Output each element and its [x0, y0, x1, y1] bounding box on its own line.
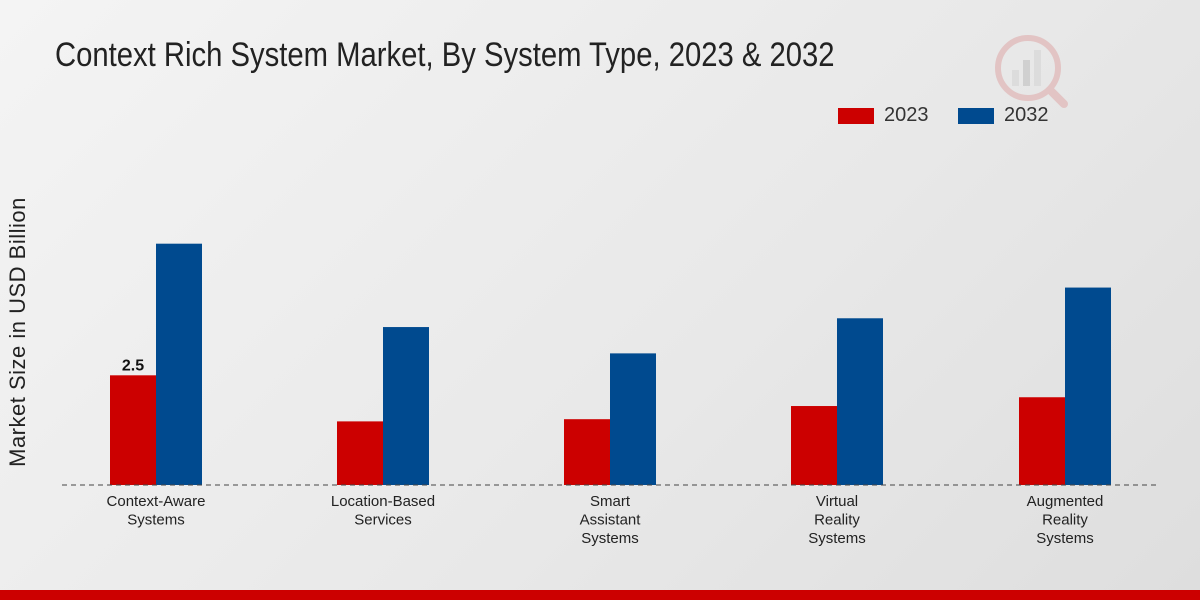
x-tick-label-4: Augmented Reality Systems [1027, 493, 1104, 547]
legend-swatch-2032 [958, 107, 994, 124]
legend-label-2032: 2032 [1004, 104, 1049, 126]
bar-2023-4[interactable] [1019, 397, 1065, 485]
x-tick-label-0: Context-Aware Systems [107, 493, 206, 529]
x-tick-label-1: Location-Based Services [331, 493, 435, 529]
chart-title: Context Rich System Market, By System Ty… [55, 36, 835, 74]
bar-2032-2[interactable] [610, 353, 656, 485]
legend-swatch-2023 [838, 107, 874, 124]
watermark-logo-icon [995, 35, 1068, 108]
bar-2032-4[interactable] [1065, 287, 1111, 485]
bar-2032-3[interactable] [837, 318, 883, 485]
bar-2023-2[interactable] [564, 419, 610, 485]
bar-2032-0[interactable] [156, 243, 202, 485]
legend-item-2032[interactable]: 2032 [958, 104, 1049, 127]
bar-2023-0[interactable] [110, 375, 156, 485]
bar-2023-1[interactable] [337, 421, 383, 485]
x-tick-label-2: Smart Assistant Systems [580, 493, 642, 547]
x-tick-label-3: Virtual Reality Systems [808, 493, 866, 547]
bar-2023-3[interactable] [791, 406, 837, 485]
bottom-accent-bar [0, 590, 1200, 600]
data-label-0: 2.5 [122, 357, 144, 374]
bar-2032-1[interactable] [383, 327, 429, 485]
legend-item-2023[interactable]: 2023 [838, 104, 929, 127]
legend-label-2023: 2023 [884, 104, 929, 126]
